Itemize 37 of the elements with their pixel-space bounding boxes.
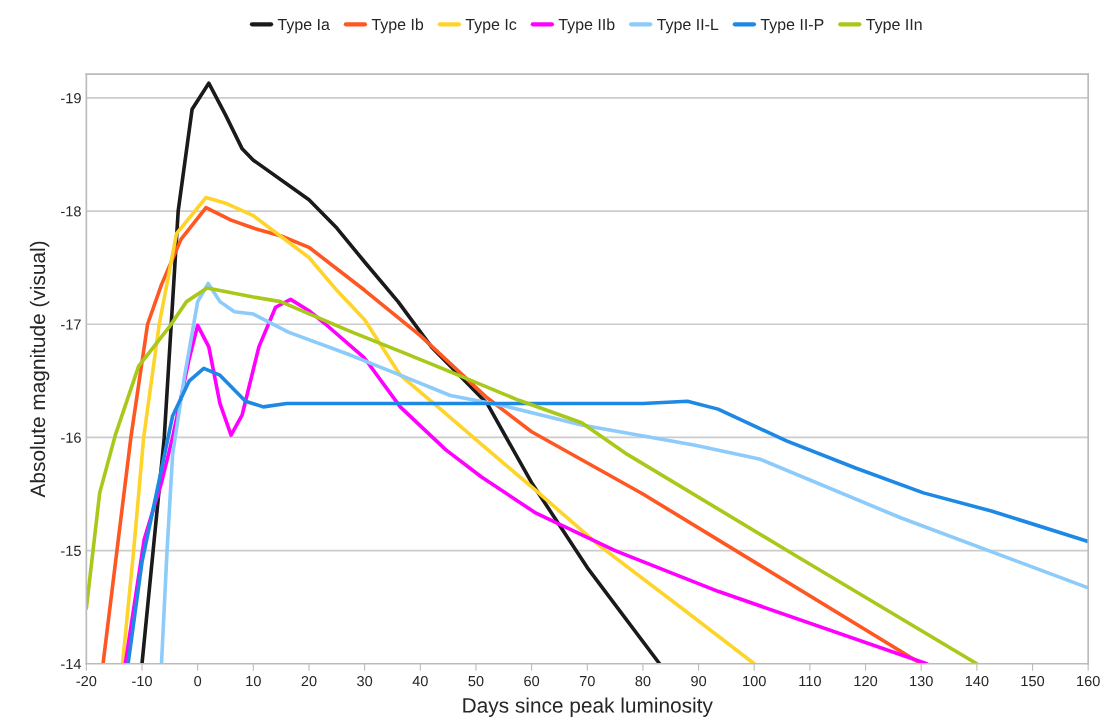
x-tick-label: 70 (579, 675, 595, 687)
line-series (126, 366, 1089, 664)
x-tick-label: 30 (357, 675, 373, 687)
legend-label: Type Ic (465, 18, 517, 34)
line-series (120, 195, 757, 664)
x-tick-label: 120 (854, 675, 878, 687)
x-tick-label: 130 (910, 675, 933, 687)
legend-label: Type Ia (277, 18, 330, 34)
x-tick-label: -20 (76, 675, 97, 687)
x-tick-label: 100 (743, 675, 766, 687)
x-tick-label: 60 (524, 675, 540, 687)
x-tick-label: 20 (301, 675, 317, 687)
y-tick-label: -17 (61, 319, 81, 330)
line-series (159, 281, 1089, 664)
x-tick-label: 40 (412, 675, 428, 687)
legend-label: Type IIb (558, 18, 615, 34)
legend-label: Type Ib (371, 18, 424, 34)
legend-label: Type II-L (657, 18, 719, 34)
x-axis-title: Days since peak luminosity (463, 697, 713, 717)
y-tick-label: -18 (61, 206, 81, 217)
y-tick-label: -16 (61, 432, 81, 443)
x-tick-label: 0 (194, 675, 202, 687)
y-tick-label: -14 (61, 659, 82, 670)
x-tick-label: 150 (1021, 675, 1045, 687)
x-tick-label: -10 (132, 675, 152, 687)
y-axis-title: Absolute magnitude (visual) (29, 241, 50, 498)
x-tick-label: 140 (965, 675, 989, 687)
x-tick-label: 80 (635, 675, 651, 687)
x-tick-label: 110 (799, 675, 821, 687)
x-tick-label: 90 (691, 675, 707, 687)
legend-label: Type IIn (866, 18, 922, 34)
x-tick-label: 50 (468, 675, 484, 687)
legend-label: Type II-P (760, 18, 824, 34)
x-tick-label: 10 (246, 675, 261, 687)
y-tick-label: -15 (61, 545, 81, 557)
y-tick-label: -19 (61, 93, 81, 104)
x-tick-label: 160 (1077, 675, 1100, 687)
